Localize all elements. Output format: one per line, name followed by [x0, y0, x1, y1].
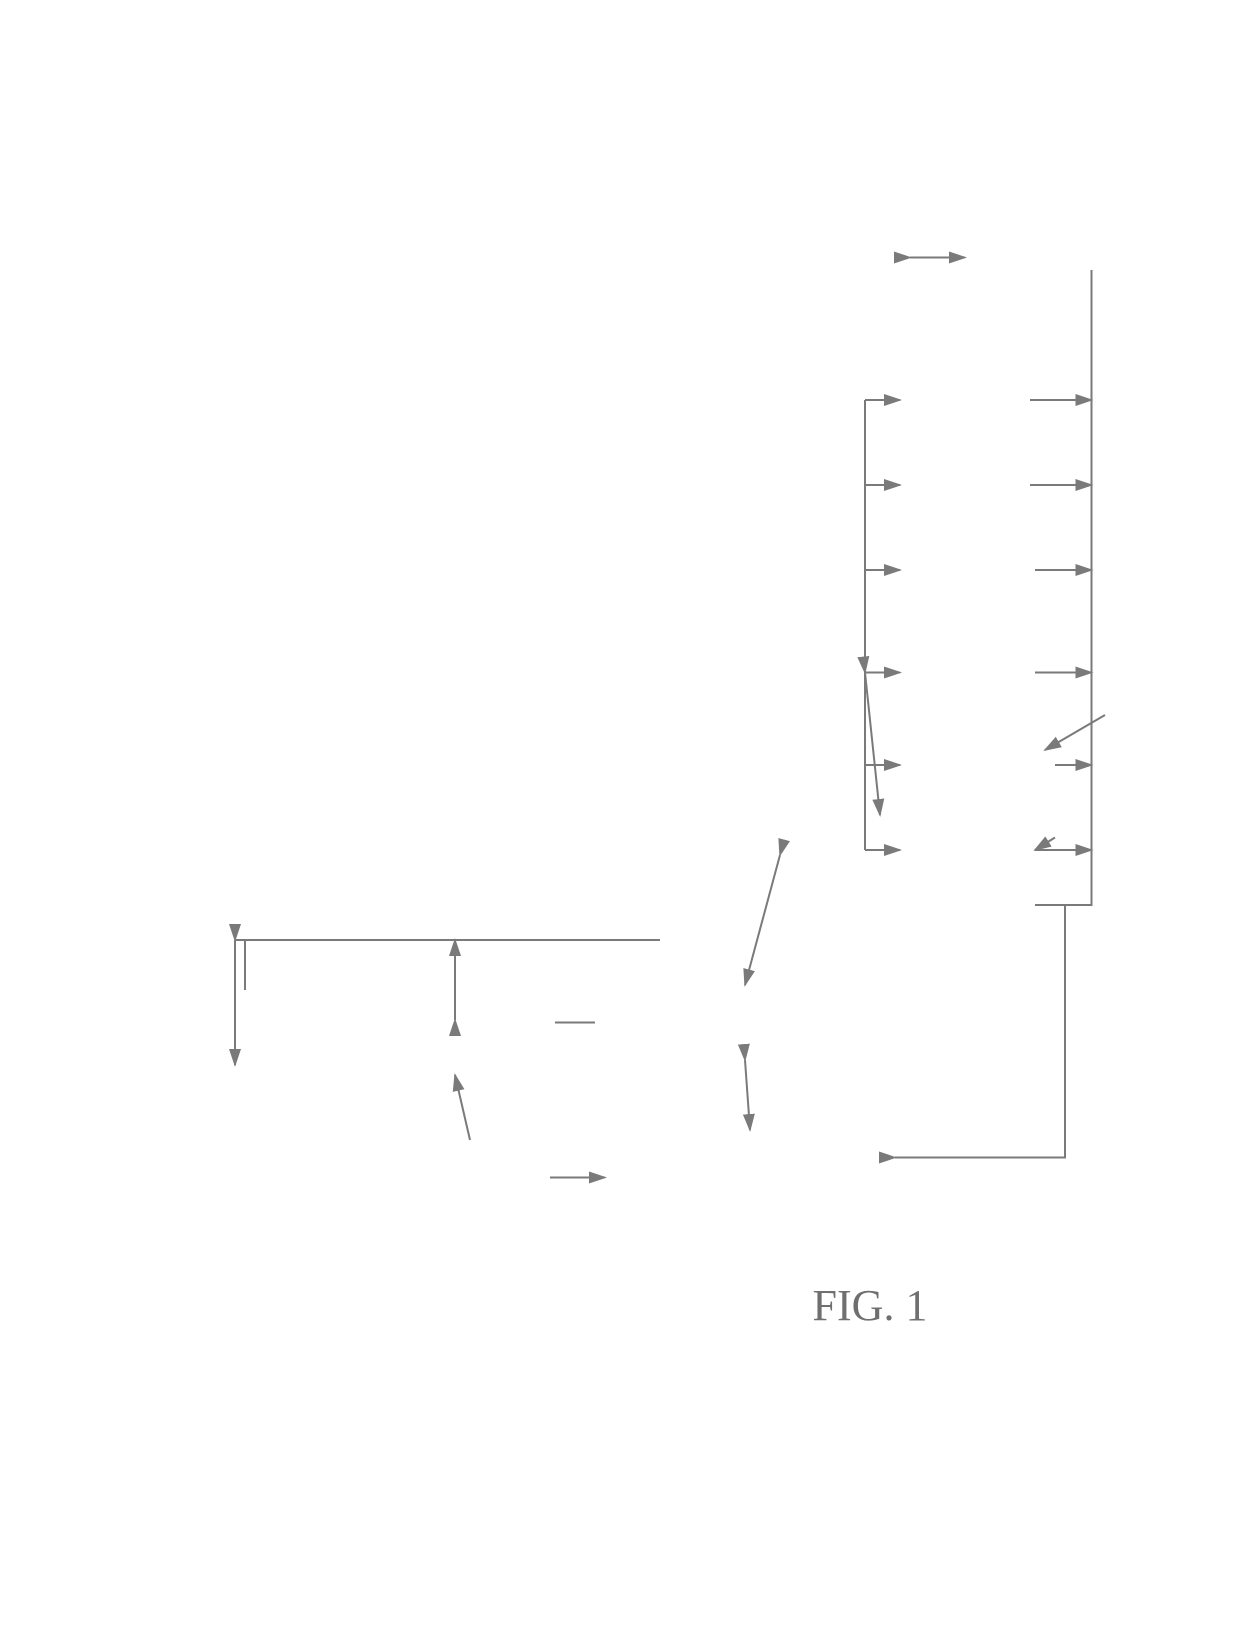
figure-svg: FIG. 1 — [0, 0, 1240, 1647]
svg-text:FIG. 1: FIG. 1 — [813, 1281, 928, 1330]
